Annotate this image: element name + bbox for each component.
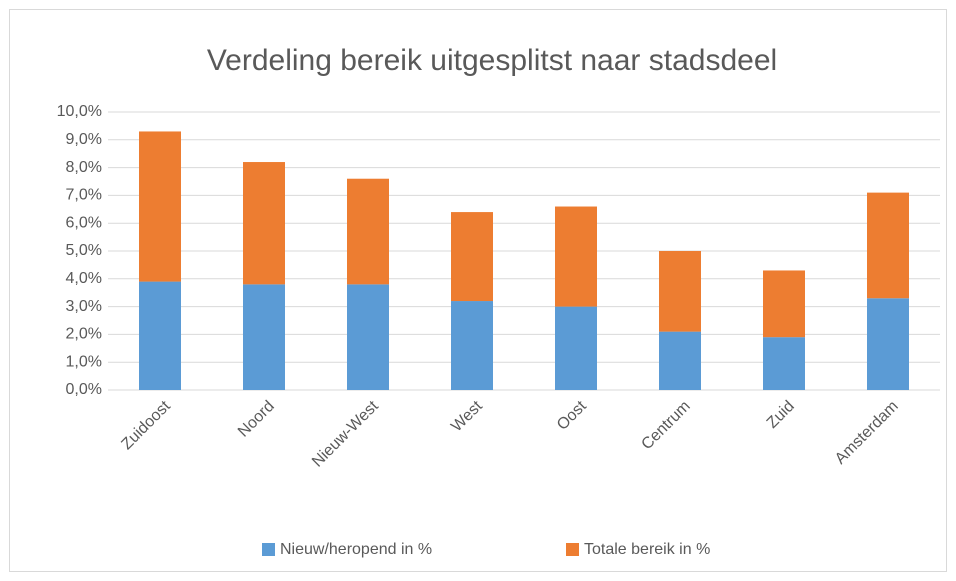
bar-segment xyxy=(867,192,909,299)
legend-swatch xyxy=(566,543,579,556)
bar-segment xyxy=(763,337,805,390)
bar-segment xyxy=(451,301,493,390)
bar-segment xyxy=(867,298,909,390)
bar-segment xyxy=(243,162,285,285)
y-tick-label: 4,0% xyxy=(66,270,102,287)
bar-segment xyxy=(555,306,597,390)
bar-segment xyxy=(139,281,181,390)
y-tick-label: 10,0% xyxy=(57,103,102,120)
legend-swatch xyxy=(262,543,275,556)
bar-segment xyxy=(451,212,493,302)
bar-segment xyxy=(555,206,597,307)
bar-segment xyxy=(139,131,181,282)
legend-label: Totale bereik in % xyxy=(584,541,710,558)
chart-title: Verdeling bereik uitgesplitst naar stads… xyxy=(207,44,777,77)
y-tick-label: 6,0% xyxy=(66,214,102,231)
y-tick-label: 7,0% xyxy=(66,187,102,204)
bar-segment xyxy=(659,331,701,390)
y-tick-label: 2,0% xyxy=(66,326,102,343)
bar-segment xyxy=(347,178,389,285)
bar-segment xyxy=(243,284,285,390)
bar-segment xyxy=(659,251,701,332)
legend-label: Nieuw/heropend in % xyxy=(280,541,432,558)
y-tick-label: 5,0% xyxy=(66,242,102,259)
y-tick-label: 0,0% xyxy=(66,381,102,398)
bar-segment xyxy=(763,270,805,338)
bar-segment xyxy=(347,284,389,390)
y-tick-label: 8,0% xyxy=(66,159,102,176)
y-tick-label: 9,0% xyxy=(66,131,102,148)
y-tick-label: 3,0% xyxy=(66,298,102,315)
y-tick-label: 1,0% xyxy=(66,353,102,370)
